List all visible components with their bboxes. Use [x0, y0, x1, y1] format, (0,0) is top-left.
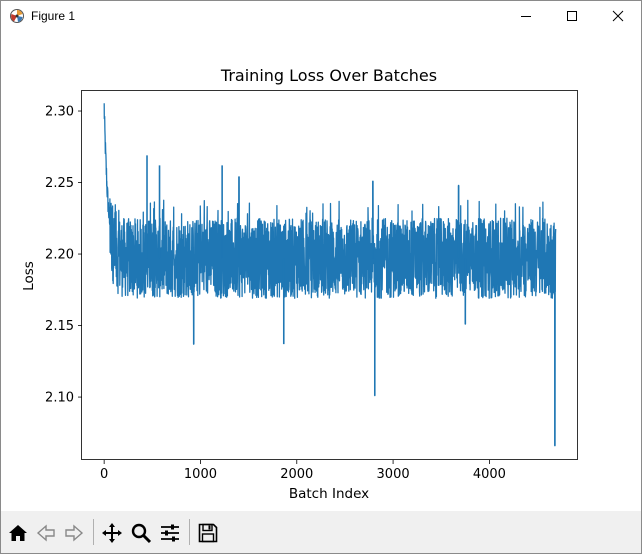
back-arrow-icon [36, 524, 55, 542]
series-group [103, 103, 557, 447]
window-title: Figure 1 [31, 9, 76, 23]
x-tick-label: 3000 [377, 467, 410, 482]
matplotlib-icon [9, 8, 25, 24]
save-icon [198, 523, 218, 543]
pan-button[interactable] [99, 520, 125, 546]
configure-subplots-button[interactable] [157, 520, 183, 546]
x-axis-ticks: 0 1000 2000 3000 4000 [100, 460, 506, 482]
y-axis-label: Loss [21, 261, 37, 291]
pan-icon [102, 523, 122, 543]
maximize-icon [567, 11, 577, 21]
back-button[interactable] [33, 520, 59, 546]
save-button[interactable] [195, 520, 221, 546]
y-tick-label: 2.30 [45, 105, 74, 120]
navigation-toolbar [1, 511, 641, 553]
zoom-icon [131, 523, 152, 544]
x-tick-label: 0 [100, 467, 108, 482]
close-button[interactable] [595, 1, 641, 31]
y-tick-label: 2.10 [45, 391, 74, 406]
forward-button[interactable] [61, 520, 87, 546]
axes-frame [81, 90, 578, 460]
loss-series-line [103, 103, 557, 447]
y-tick-label: 2.15 [45, 319, 74, 334]
x-axis-label: Batch Index [289, 486, 369, 502]
toolbar-separator [93, 519, 94, 545]
home-button[interactable] [5, 520, 31, 546]
maximize-button[interactable] [549, 1, 595, 31]
x-tick-label: 4000 [473, 467, 506, 482]
loss-chart: Training Loss Over Batches 0 1000 2000 3000… [1, 31, 641, 511]
minimize-icon [521, 16, 531, 17]
configure-subplots-icon [161, 524, 179, 542]
close-icon [612, 10, 624, 22]
minimize-button[interactable] [503, 1, 549, 31]
zoom-button[interactable] [128, 520, 154, 546]
forward-arrow-icon [65, 524, 84, 542]
home-icon [9, 525, 27, 541]
toolbar-separator [189, 519, 190, 545]
chart-title: Training Loss Over Batches [220, 66, 437, 85]
title-bar[interactable]: Figure 1 [1, 1, 641, 31]
y-axis-ticks: 2.10 2.15 2.20 2.25 2.30 [45, 105, 82, 406]
y-tick-label: 2.20 [45, 248, 74, 263]
y-tick-label: 2.25 [45, 176, 74, 191]
figure-canvas[interactable]: Training Loss Over Batches 0 1000 2000 3000… [1, 31, 641, 511]
x-tick-label: 2000 [280, 467, 313, 482]
x-tick-label: 1000 [184, 467, 217, 482]
